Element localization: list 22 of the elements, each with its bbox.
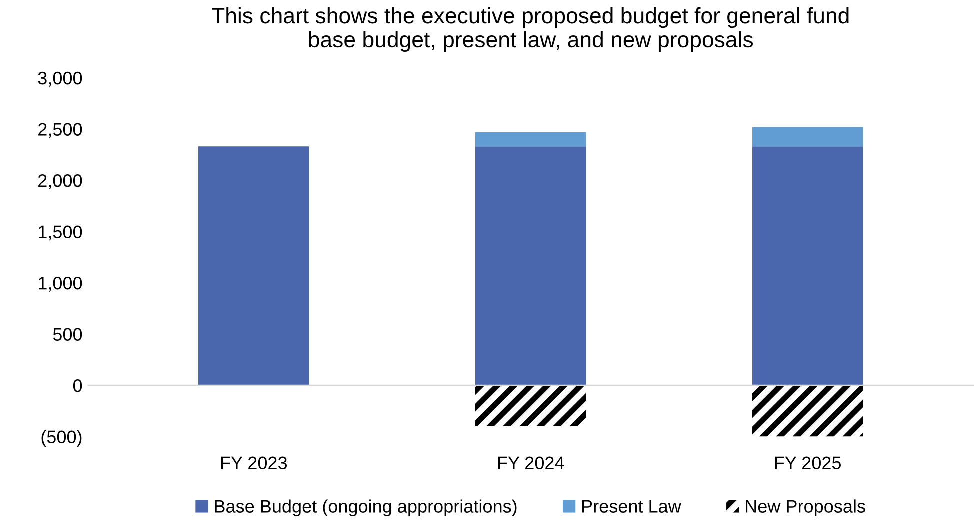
bar — [475, 386, 586, 427]
bar — [475, 132, 586, 147]
y-tick-label: (500) — [42, 430, 82, 448]
bar — [475, 146, 586, 386]
x-tick-label: FY 2024 — [498, 456, 564, 470]
y-tick-label: 2,000 — [38, 174, 82, 190]
y-tick-label: 500 — [53, 328, 82, 342]
x-tick-label: FY 2023 — [221, 456, 288, 470]
chart-title: This chart shows the executive proposed budget for general fund base budget, present law, and new proposals — [212, 7, 849, 52]
y-tick-label: 3,000 — [38, 72, 82, 87]
bar — [752, 146, 864, 386]
y-tick-label: 0 — [73, 379, 82, 392]
bar — [198, 146, 310, 386]
legend-label: Base Budget (ongoing appropriations) — [215, 500, 517, 517]
y-tick-label: 1,500 — [38, 226, 82, 241]
bar — [752, 386, 864, 437]
legend-label: Present Law — [582, 500, 682, 513]
y-tick-label: 1,000 — [38, 276, 82, 292]
bar — [752, 127, 864, 147]
y-tick-label: 2,500 — [38, 123, 82, 138]
legend-label: New Proposals — [746, 500, 866, 517]
x-tick-label: FY 2025 — [775, 456, 842, 470]
